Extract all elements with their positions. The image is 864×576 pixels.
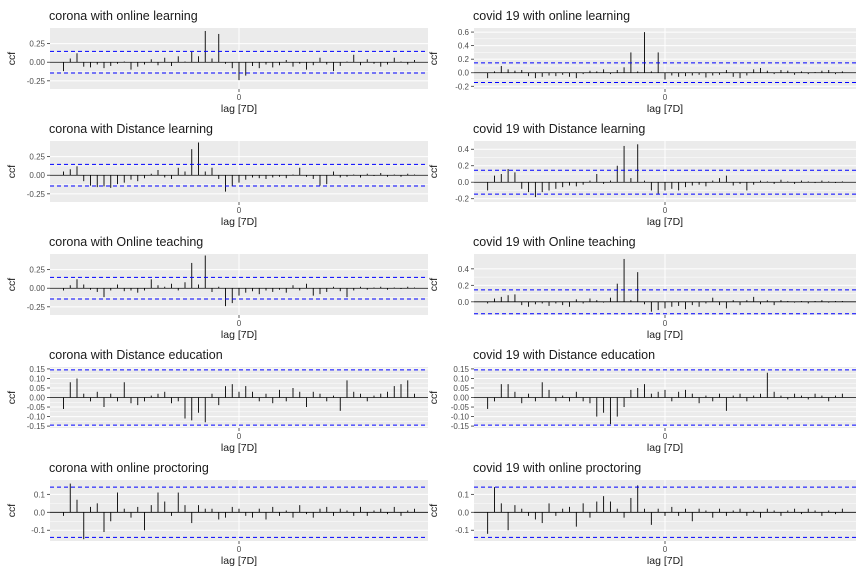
- y-tick-label: 0.25: [29, 153, 45, 162]
- y-tick-label: 0.00: [29, 284, 45, 293]
- y-axis-label: ccf: [428, 278, 440, 292]
- panel-title: corona with Online teaching: [49, 235, 203, 249]
- y-tick-label: 0.00: [29, 171, 45, 180]
- y-tick-label: 0.4: [458, 265, 470, 274]
- y-tick-label: 0.25: [29, 266, 45, 275]
- y-axis-label: ccf: [6, 165, 18, 179]
- y-tick-label: 0.1: [34, 490, 46, 499]
- y-tick-label: 0.00: [29, 58, 45, 67]
- ccf-panel-5: corona with Online teaching -0.25 0.00 0.25…: [6, 235, 428, 341]
- x-axis-label: lag [7D]: [221, 216, 257, 228]
- y-tick-label: 0.15: [29, 365, 45, 374]
- x-axis-label: lag [7D]: [647, 329, 683, 341]
- y-tick-label: -0.15: [451, 422, 470, 431]
- y-tick-label: 0.10: [453, 374, 469, 383]
- y-axis-label: ccf: [6, 391, 18, 405]
- ccf-panel-7: corona with Distance education -0.15-0.10…: [6, 348, 428, 454]
- y-tick-label: 0.6: [458, 28, 470, 37]
- x-axis-label: lag [7D]: [221, 329, 257, 341]
- x-tick-label: 0: [237, 432, 242, 441]
- y-tick-label: 0.05: [453, 384, 469, 393]
- panel-title: covid 19 with online learning: [473, 9, 630, 23]
- y-tick-label: 0.15: [453, 365, 469, 374]
- panel-title: corona with online learning: [49, 9, 198, 23]
- y-tick-label: -0.05: [451, 403, 470, 412]
- y-tick-label: 0.00: [453, 394, 469, 403]
- y-tick-label: 0.0: [458, 69, 470, 78]
- y-tick-label: 0.2: [458, 55, 470, 64]
- y-tick-label: 0.4: [458, 145, 470, 154]
- panel-title: covid 19 with online proctoring: [473, 461, 641, 475]
- y-tick-label: -0.05: [27, 403, 46, 412]
- x-tick-label: 0: [237, 545, 242, 554]
- ccf-panel-6: covid 19 with Online teaching 0.0 0.2 0.4 0l…: [428, 235, 856, 341]
- y-tick-label: 0.2: [458, 281, 470, 290]
- x-tick-label: 0: [237, 319, 242, 328]
- ccf-panel-4: covid 19 with Distance learning -0.2 0.0 0.…: [428, 122, 856, 228]
- y-tick-label: -0.1: [455, 526, 469, 535]
- ccf-panel-9: corona with online proctoring -0.1 0.0 0.1 0…: [6, 461, 428, 567]
- y-tick-label: -0.10: [27, 413, 46, 422]
- x-axis-label: lag [7D]: [647, 555, 683, 567]
- x-axis-label: lag [7D]: [647, 216, 683, 228]
- y-tick-label: -0.15: [27, 422, 46, 431]
- panel-title: corona with Distance education: [49, 348, 223, 362]
- ccf-panel-2: covid 19 with online learning -0.2 0.0 0.2 0…: [428, 9, 856, 115]
- panel-title: covid 19 with Distance education: [473, 348, 655, 362]
- ccf-panel-1: corona with online learning -0.25 0.00 0.25…: [6, 9, 428, 115]
- y-tick-label: -0.25: [27, 303, 46, 312]
- y-tick-label: 0.2: [458, 162, 470, 171]
- x-tick-label: 0: [663, 432, 668, 441]
- y-tick-label: -0.2: [455, 195, 469, 204]
- panel-title: covid 19 with Online teaching: [473, 235, 636, 249]
- x-axis-label: lag [7D]: [221, 555, 257, 567]
- y-axis-label: ccf: [428, 391, 440, 405]
- y-tick-label: -0.25: [27, 190, 46, 199]
- y-tick-label: 0.10: [29, 374, 45, 383]
- x-axis-label: lag [7D]: [221, 442, 257, 454]
- y-tick-label: 0.00: [29, 394, 45, 403]
- x-tick-label: 0: [237, 206, 242, 215]
- y-tick-label: 0.0: [458, 298, 470, 307]
- y-axis-label: ccf: [428, 52, 440, 66]
- x-tick-label: 0: [663, 93, 668, 102]
- panel-title: corona with Distance learning: [49, 122, 213, 136]
- y-tick-label: 0.0: [458, 508, 470, 517]
- y-axis-label: ccf: [6, 504, 18, 518]
- ccf-panel-8: covid 19 with Distance education-0.15-0.…: [428, 348, 856, 454]
- y-tick-label: -0.25: [27, 77, 46, 86]
- y-tick-label: -0.1: [31, 526, 45, 535]
- y-tick-label: 0.25: [29, 40, 45, 49]
- y-axis-label: ccf: [6, 52, 18, 66]
- x-tick-label: 0: [663, 206, 668, 215]
- ccf-panel-3: corona with Distance learning -0.25 0.00 0.…: [6, 122, 428, 228]
- panel-title: covid 19 with Distance learning: [473, 122, 645, 136]
- panel-title: corona with online proctoring: [49, 461, 209, 475]
- ccf-panel-10: covid 19 with online proctoring -0.1 0.0 0.…: [428, 461, 856, 567]
- y-axis-label: ccf: [6, 278, 18, 292]
- y-tick-label: 0.0: [34, 508, 46, 517]
- y-tick-label: 0.05: [29, 384, 45, 393]
- x-tick-label: 0: [663, 545, 668, 554]
- y-tick-label: 0.0: [458, 178, 470, 187]
- x-axis-label: lag [7D]: [647, 103, 683, 115]
- y-tick-label: 0.1: [458, 490, 470, 499]
- y-tick-label: -0.2: [455, 82, 469, 91]
- y-axis-label: ccf: [428, 504, 440, 518]
- x-tick-label: 0: [237, 93, 242, 102]
- x-tick-label: 0: [663, 319, 668, 328]
- y-axis-label: ccf: [428, 165, 440, 179]
- y-tick-label: 0.4: [458, 42, 470, 51]
- x-axis-label: lag [7D]: [647, 442, 683, 454]
- y-tick-label: -0.10: [451, 413, 470, 422]
- x-axis-label: lag [7D]: [221, 103, 257, 115]
